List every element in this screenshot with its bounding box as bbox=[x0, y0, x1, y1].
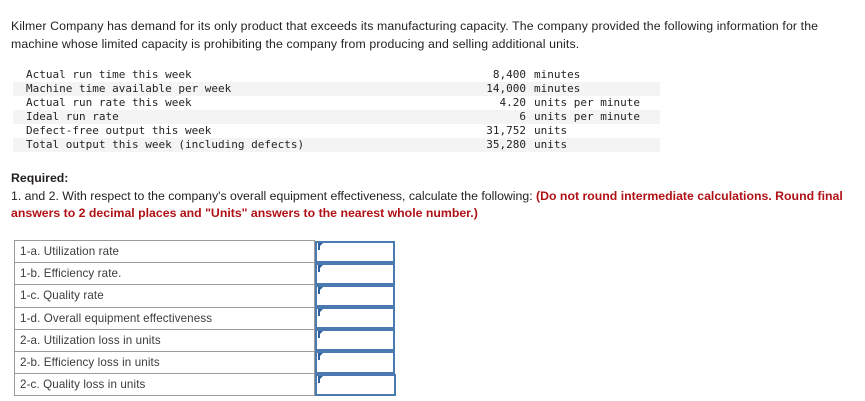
answer-input-field[interactable] bbox=[326, 288, 390, 304]
rounding-note: (Do not round intermediate calculations.… bbox=[11, 188, 843, 221]
given-data-row: Ideal run rate 6 units per minute bbox=[13, 110, 660, 124]
given-data-value: 14,000 bbox=[486, 82, 526, 95]
given-data-label: Actual run time this week bbox=[26, 68, 192, 81]
problem-statement: Kilmer Company has demand for its only p… bbox=[11, 19, 819, 51]
answer-input-cell[interactable] bbox=[314, 373, 396, 396]
answer-input-cell[interactable] bbox=[314, 262, 395, 285]
answer-input-field[interactable] bbox=[326, 266, 390, 281]
answer-entry-body: 1-a. Utilization rate 1-b. Efficiency rat… bbox=[14, 239, 396, 397]
answer-row-label: 2-b. Efficiency loss in units bbox=[14, 350, 315, 375]
given-data-unit: minutes bbox=[534, 82, 581, 95]
table-row: 2-c. Quality loss in units bbox=[14, 373, 396, 397]
table-row: 2-a. Utilization loss in units bbox=[14, 328, 395, 352]
given-data-row: Actual run time this week 8,400 minutes bbox=[13, 68, 660, 82]
given-data-value: 8,400 bbox=[492, 68, 526, 81]
answer-input-cell[interactable] bbox=[314, 284, 395, 308]
given-data-table: Actual run time this week 8,400 minutes Mac… bbox=[13, 68, 660, 152]
table-row: 1-a. Utilization rate bbox=[14, 239, 395, 264]
answer-input-box[interactable] bbox=[315, 284, 395, 308]
given-data-label: Total output this week (including defect… bbox=[26, 138, 305, 151]
answer-input-cell[interactable] bbox=[314, 329, 395, 352]
given-data-unit: units per minute bbox=[534, 110, 640, 123]
required-instructions: 1. and 2. With respect to the company's … bbox=[11, 188, 537, 203]
answer-input-cell[interactable] bbox=[314, 351, 395, 374]
answer-input-box[interactable] bbox=[315, 329, 395, 352]
answer-input-field[interactable] bbox=[326, 244, 390, 259]
answer-input-cell[interactable] bbox=[314, 307, 395, 330]
answer-row-label: 1-c. Quality rate bbox=[14, 284, 315, 308]
required-section: Required: 1. and 2. With respect to the … bbox=[11, 170, 849, 223]
table-row: 2-b. Efficiency loss in units bbox=[14, 350, 395, 375]
required-heading: Required: bbox=[11, 171, 69, 185]
given-data-unit: units per minute bbox=[534, 96, 640, 109]
answer-input-box[interactable] bbox=[315, 373, 396, 396]
given-data-label: Ideal run rate bbox=[26, 110, 119, 123]
given-data-unit: units bbox=[534, 138, 568, 151]
answer-input-box[interactable] bbox=[315, 307, 395, 330]
answer-row-label: 1-d. Overall equipment effectiveness bbox=[14, 306, 315, 330]
answer-input-field[interactable] bbox=[326, 311, 390, 326]
answer-row-label: 2-a. Utilization loss in units bbox=[14, 328, 315, 352]
table-row: 1-b. Efficiency rate. bbox=[14, 262, 395, 286]
given-data-value: 6 bbox=[519, 110, 526, 123]
given-data-label: Defect-free output this week bbox=[26, 124, 212, 137]
table-row: 1-c. Quality rate bbox=[14, 284, 395, 308]
given-data-unit: minutes bbox=[534, 68, 581, 81]
given-data-row: Machine time available per week 14,000 min… bbox=[13, 82, 660, 96]
answer-input-cell[interactable] bbox=[314, 240, 395, 263]
answer-input-box[interactable] bbox=[315, 351, 395, 374]
answer-input-box[interactable] bbox=[315, 240, 395, 263]
answer-input-field[interactable] bbox=[326, 333, 390, 348]
answer-row-label: 2-c. Quality loss in units bbox=[14, 373, 315, 397]
given-data-row: Total output this week (including defect… bbox=[13, 138, 660, 152]
answer-input-field[interactable] bbox=[326, 355, 390, 370]
given-data-label: Actual run rate this week bbox=[26, 96, 192, 109]
answer-row-label: 1-b. Efficiency rate. bbox=[14, 262, 315, 286]
given-data-value: 4.20 bbox=[499, 96, 527, 109]
given-data-label: Machine time available per week bbox=[26, 82, 232, 95]
answer-entry-table: 1-a. Utilization rate 1-b. Efficiency rat… bbox=[14, 239, 396, 397]
given-data-row: Defect-free output this week 31,752 units bbox=[13, 124, 660, 138]
given-data-value: 31,752 bbox=[486, 124, 526, 137]
given-data-value: 35,280 bbox=[486, 138, 526, 151]
answer-row-label: 1-a. Utilization rate bbox=[14, 239, 315, 264]
answer-input-field[interactable] bbox=[326, 377, 391, 392]
given-data-unit: units bbox=[534, 124, 568, 137]
given-data-body: Actual run time this week 8,400 minutes Mac… bbox=[13, 68, 660, 152]
answer-input-box[interactable] bbox=[315, 262, 395, 285]
table-row: 1-d. Overall equipment effectiveness bbox=[14, 306, 395, 330]
given-data-row: Actual run rate this week 4.20 units per m… bbox=[13, 96, 660, 110]
